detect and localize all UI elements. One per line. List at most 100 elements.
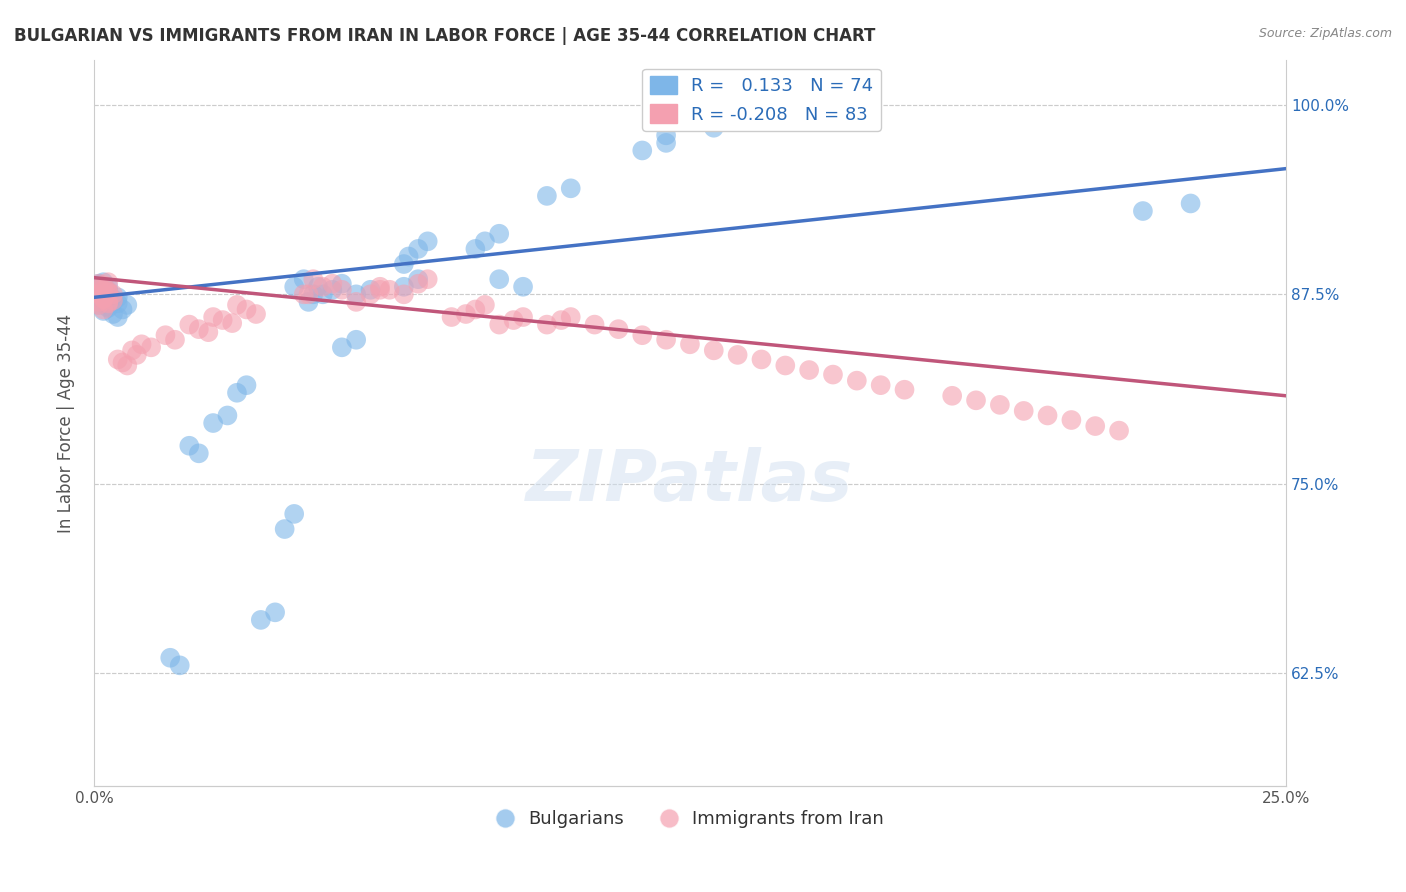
Bulgarians [187,446,209,460]
Immigrants from Iran [245,307,267,321]
Bulgarians [87,293,110,308]
Bulgarians [93,290,115,304]
Immigrants from Iran [101,287,124,301]
Immigrants from Iran [226,298,249,312]
Bulgarians [97,279,120,293]
Immigrants from Iran [512,310,534,324]
Immigrants from Iran [560,310,582,324]
Immigrants from Iran [893,383,915,397]
Immigrants from Iran [87,277,110,291]
Immigrants from Iran [488,318,510,332]
Bulgarians [107,296,129,310]
Immigrants from Iran [775,359,797,373]
Immigrants from Iran [1060,413,1083,427]
Bulgarians [93,283,115,297]
Bulgarians [202,416,225,430]
Immigrants from Iran [965,393,987,408]
Bulgarians [93,281,115,295]
Bulgarians [1180,196,1202,211]
Immigrants from Iran [392,287,415,301]
Immigrants from Iran [93,290,115,304]
Immigrants from Iran [302,272,325,286]
Bulgarians [169,658,191,673]
Immigrants from Iran [93,302,115,317]
Bulgarians [111,302,134,317]
Bulgarians [512,279,534,293]
Immigrants from Iran [550,313,572,327]
Immigrants from Iran [368,283,391,297]
Immigrants from Iran [107,352,129,367]
Immigrants from Iran [93,278,115,293]
Immigrants from Iran [187,322,209,336]
Immigrants from Iran [1108,424,1130,438]
Immigrants from Iran [111,355,134,369]
Immigrants from Iran [502,313,524,327]
Immigrants from Iran [751,352,773,367]
Immigrants from Iran [179,318,201,332]
Bulgarians [101,292,124,306]
Bulgarians [344,333,367,347]
Immigrants from Iran [845,374,868,388]
Immigrants from Iran [474,298,496,312]
Immigrants from Iran [583,318,606,332]
Bulgarians [406,242,429,256]
Bulgarians [97,301,120,315]
Immigrants from Iran [87,287,110,301]
Immigrants from Iran [988,398,1011,412]
Immigrants from Iran [703,343,725,358]
Immigrants from Iran [368,279,391,293]
Immigrants from Iran [97,285,120,299]
Immigrants from Iran [821,368,844,382]
Bulgarians [87,298,110,312]
Bulgarians [283,279,305,293]
Immigrants from Iran [211,313,233,327]
Bulgarians [101,293,124,308]
Immigrants from Iran [330,283,353,297]
Bulgarians [1132,204,1154,219]
Immigrants from Iran [406,277,429,291]
Immigrants from Iran [869,378,891,392]
Bulgarians [359,283,381,297]
Immigrants from Iran [87,298,110,312]
Bulgarians [97,287,120,301]
Immigrants from Iran [292,287,315,301]
Legend: Bulgarians, Immigrants from Iran: Bulgarians, Immigrants from Iran [488,803,891,836]
Bulgarians [97,292,120,306]
Text: ZIPatlas: ZIPatlas [526,447,853,516]
Bulgarians [226,385,249,400]
Bulgarians [321,283,343,297]
Bulgarians [250,613,273,627]
Bulgarians [297,294,319,309]
Bulgarians [97,300,120,314]
Immigrants from Iran [344,294,367,309]
Bulgarians [392,279,415,293]
Bulgarians [398,250,420,264]
Immigrants from Iran [101,293,124,308]
Bulgarians [312,287,335,301]
Bulgarians [464,242,486,256]
Bulgarians [101,294,124,309]
Bulgarians [392,257,415,271]
Immigrants from Iran [727,348,749,362]
Bulgarians [179,439,201,453]
Immigrants from Iran [202,310,225,324]
Immigrants from Iran [93,292,115,306]
Bulgarians [488,272,510,286]
Bulgarians [264,605,287,619]
Bulgarians [87,277,110,291]
Bulgarians [97,287,120,301]
Bulgarians [235,378,257,392]
Bulgarians [703,120,725,135]
Bulgarians [97,285,120,299]
Bulgarians [93,285,115,300]
Immigrants from Iran [454,307,477,321]
Immigrants from Iran [655,333,678,347]
Text: BULGARIAN VS IMMIGRANTS FROM IRAN IN LABOR FORCE | AGE 35-44 CORRELATION CHART: BULGARIAN VS IMMIGRANTS FROM IRAN IN LAB… [14,27,876,45]
Bulgarians [273,522,295,536]
Bulgarians [292,272,315,286]
Immigrants from Iran [97,285,120,300]
Immigrants from Iran [536,318,558,332]
Bulgarians [107,310,129,324]
Immigrants from Iran [93,289,115,303]
Immigrants from Iran [87,294,110,309]
